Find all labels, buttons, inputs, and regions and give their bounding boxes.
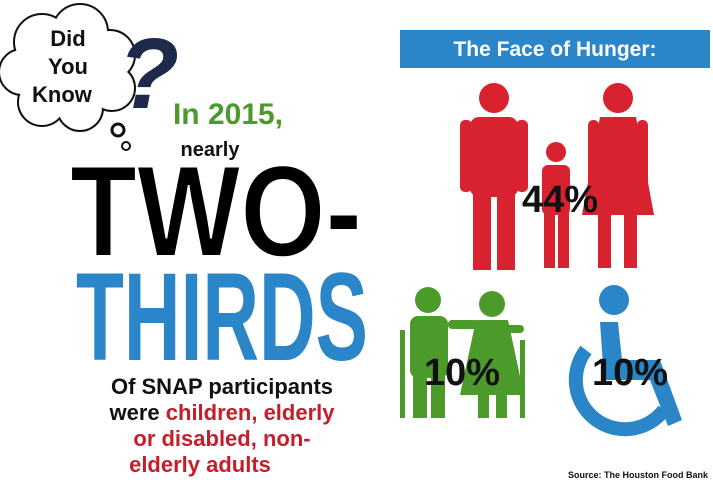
group-label: 10% (424, 352, 500, 394)
big-text: THIRDS (76, 248, 368, 387)
panel-title: The Face of Hunger: (453, 38, 656, 61)
bubble-line: Know (32, 82, 93, 107)
body-line: Of SNAP participants (111, 374, 333, 399)
body-line: were children, elderly (109, 400, 336, 425)
body-part: elderly adults (129, 452, 271, 477)
source: Source: The Houston Food Bank (568, 470, 709, 480)
body-line: elderly adults (129, 452, 271, 477)
body-part: or disabled, non- (133, 426, 310, 451)
body-part: Of SNAP participants (111, 374, 333, 399)
infographic: ? Did You Know In 2015, nearly TWO- THIR… (0, 0, 713, 484)
bubble-line: You (48, 54, 88, 79)
body-part: children, elderly (166, 400, 335, 425)
body-line: or disabled, non- (133, 426, 310, 451)
body-part: were (109, 400, 166, 425)
body-text: Of SNAP participants were children, elde… (109, 374, 336, 477)
group-label: 44% (522, 179, 598, 221)
question-mark: ? (118, 18, 179, 130)
group-label: 10% (592, 352, 668, 394)
year: In 2015, (173, 98, 283, 131)
bubble-line: Did (50, 26, 85, 51)
family-icon (460, 83, 654, 270)
